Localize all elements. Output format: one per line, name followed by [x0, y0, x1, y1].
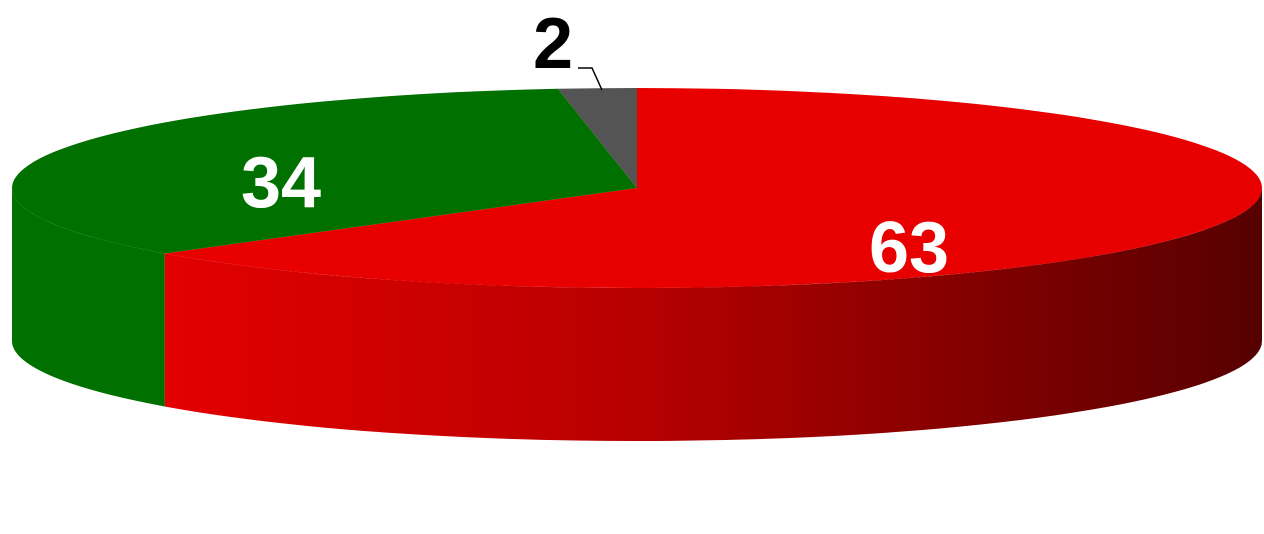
- data-label-2: 2: [533, 4, 573, 84]
- pie-tops: [12, 88, 1262, 288]
- pie-slice-34: [12, 88, 637, 254]
- data-label-34: 34: [241, 143, 321, 223]
- pie-slice-63: [164, 88, 1262, 288]
- pie-labels: 63 34 2: [241, 4, 949, 288]
- pie-slice-2: [557, 88, 637, 188]
- pie-sides: [12, 188, 1263, 441]
- data-label-63: 63: [869, 208, 949, 288]
- leader-line-2: [578, 67, 603, 91]
- pie-slice-63-side: [164, 188, 1263, 441]
- pie-slice-34-side: [12, 188, 165, 407]
